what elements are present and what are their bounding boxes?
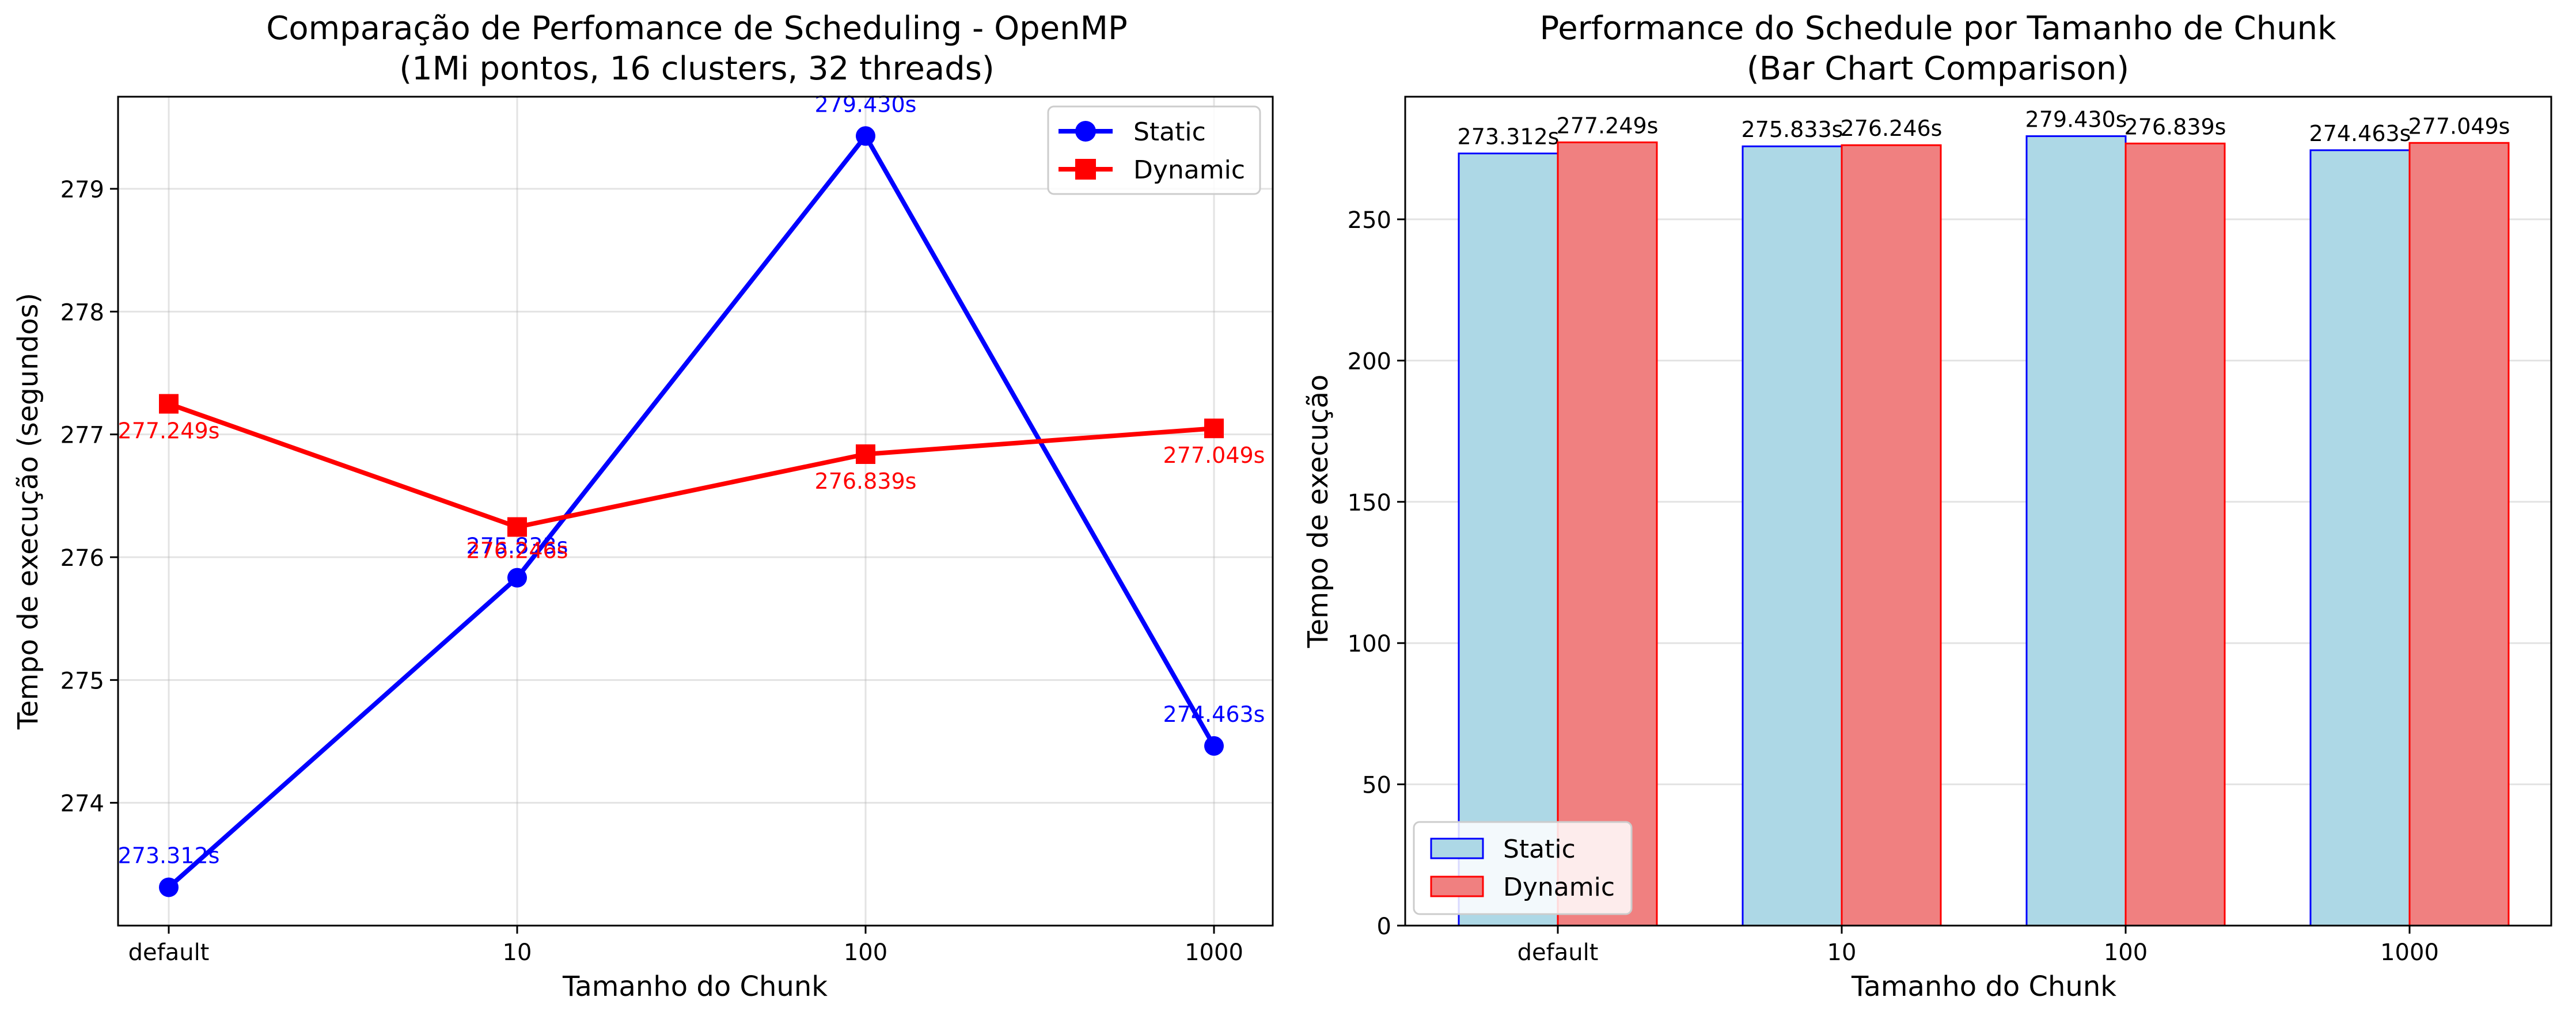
bar-chart-x-tick-label: 10 xyxy=(1827,939,1857,966)
bar-chart-axes: 0 50 100 150 200 250 default 10 100 1000 xyxy=(1348,207,2439,966)
dynamic-bar-value-label: 276.246s xyxy=(1841,116,1943,141)
line-chart-x-tick-label: 100 xyxy=(844,939,887,966)
line-chart-y-tick-label: 275 xyxy=(60,668,104,694)
dynamic-data-label: 276.839s xyxy=(815,469,917,494)
line-chart-y-tick-label: 276 xyxy=(60,545,104,572)
dynamic-bar xyxy=(1841,144,1942,927)
line-chart-y-tick-label: 274 xyxy=(60,791,104,817)
legend-dynamic-square-marker xyxy=(1075,159,1096,180)
dynamic-point-marker xyxy=(856,444,875,465)
static-point-marker xyxy=(507,568,527,588)
line-chart-title-line1: Comparação de Perfomance de Scheduling -… xyxy=(266,10,1127,47)
line-chart-legend: Static Dynamic xyxy=(1047,105,1261,195)
static-data-label: 275.833s xyxy=(466,534,568,559)
line-chart-x-tick-label: 1000 xyxy=(1185,939,1243,966)
bar-chart-title-line1: Performance do Schedule por Tamanho de C… xyxy=(1539,10,2336,47)
line-chart-y-axis-label: Tempo de execução (segundos) xyxy=(12,293,44,730)
static-data-label: 274.463s xyxy=(1163,702,1265,727)
static-bar xyxy=(1742,145,1843,927)
bar-chart-y-tick-label: 150 xyxy=(1348,490,1391,516)
line-chart-legend-box xyxy=(1047,105,1261,195)
line-chart-grid xyxy=(118,97,1273,926)
line-chart-x-tick-label: default xyxy=(128,939,210,966)
bar-chart-y-tick-label: 100 xyxy=(1348,631,1391,657)
bar-chart-x-tick-label: 100 xyxy=(2104,939,2148,966)
line-chart: Comparação de Perfomance de Scheduling -… xyxy=(12,10,1274,1003)
dynamic-bar xyxy=(2408,142,2510,927)
static-point-marker xyxy=(1204,736,1224,756)
bar-chart-x-tick-label: default xyxy=(1517,939,1599,966)
dynamic-data-label: 277.049s xyxy=(1163,443,1265,468)
line-chart-axes: 274 275 276 277 278 279 default 10 100 1000 xyxy=(60,177,1243,966)
bar-chart-x-tick-label: 1000 xyxy=(2380,939,2439,966)
dynamic-point-marker xyxy=(159,394,179,414)
line-chart-y-tick-label: 278 xyxy=(60,299,104,326)
bar-chart-y-tick-label: 200 xyxy=(1348,348,1391,375)
static-bar xyxy=(2025,135,2127,927)
bar-chart-legend: Static Dynamic xyxy=(1413,821,1633,915)
static-data-label: 273.312s xyxy=(118,843,220,868)
line-chart-y-tick-label: 279 xyxy=(60,177,104,203)
line-chart-y-tick-label: 277 xyxy=(60,423,104,449)
bar-chart-x-axis-label: Tamanho do Chunk xyxy=(1851,970,2116,1003)
dynamic-data-label: 277.249s xyxy=(118,418,220,444)
bar-chart-y-tick-label: 250 xyxy=(1348,207,1391,234)
line-chart-title-line2: (1Mi pontos, 16 clusters, 32 threads) xyxy=(399,50,994,87)
bar-chart-legend-static-label: Static xyxy=(1503,835,1576,864)
dynamic-point-marker xyxy=(1204,418,1224,439)
line-chart-legend-dynamic-label: Dynamic xyxy=(1133,155,1245,185)
line-chart-x-axis-label: Tamanho do Chunk xyxy=(562,970,828,1003)
bar-chart-legend-dynamic-label: Dynamic xyxy=(1503,873,1615,902)
line-chart-legend-static-label: Static xyxy=(1133,117,1206,147)
bar-chart-y-tick-label: 50 xyxy=(1362,772,1391,799)
dynamic-bar-value-label: 277.049s xyxy=(2408,113,2510,139)
bar-chart-plot-frame xyxy=(1404,96,2552,927)
static-bar-value-label: 279.430s xyxy=(2025,107,2127,132)
bar-chart-y-axis-label: Tempo de execução xyxy=(1302,375,1334,649)
legend-static-circle-marker xyxy=(1075,121,1096,142)
static-bar-value-label: 274.463s xyxy=(2309,121,2411,146)
static-data-label: 279.430s xyxy=(815,92,917,117)
legend-dynamic-bar-swatch xyxy=(1430,876,1484,897)
bar-chart-title-line2: (Bar Chart Comparison) xyxy=(1747,50,2129,87)
dynamic-bar xyxy=(1557,141,1658,927)
line-series-dynamic xyxy=(168,401,1215,530)
dynamic-bar xyxy=(2124,142,2226,927)
legend-static-bar-swatch xyxy=(1430,838,1484,859)
static-bar-value-label: 273.312s xyxy=(1458,124,1560,150)
dynamic-data-label: 276.246s xyxy=(466,538,568,564)
static-point-marker xyxy=(159,877,179,897)
static-bar-value-label: 275.833s xyxy=(1742,117,1843,142)
dynamic-bar-value-label: 277.249s xyxy=(1557,113,1659,138)
dynamic-bar-value-label: 276.839s xyxy=(2124,114,2226,139)
bar-chart-y-tick-label: 0 xyxy=(1377,914,1391,940)
line-chart-plot-frame xyxy=(117,96,1274,927)
line-chart-x-tick-label: 10 xyxy=(503,939,532,966)
dynamic-point-marker xyxy=(507,517,527,537)
bar-chart: Performance do Schedule por Tamanho de C… xyxy=(1302,10,2552,1003)
static-point-marker xyxy=(856,126,875,146)
static-bar xyxy=(1458,153,1559,927)
static-bar xyxy=(2309,149,2411,927)
